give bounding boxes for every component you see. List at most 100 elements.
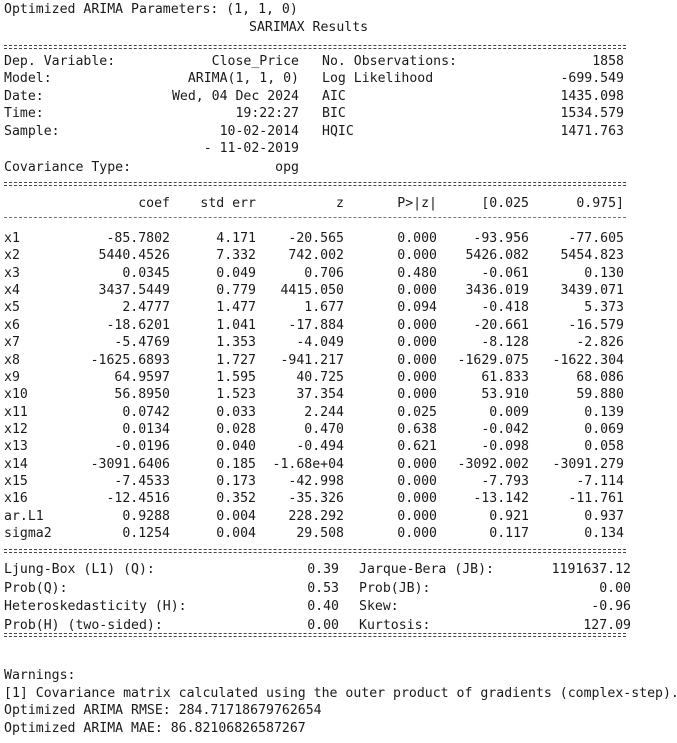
coef-z: 1.677 [304,300,344,316]
coef-var-name: x8 [4,352,20,368]
coef-stderr: 0.352 [216,491,256,507]
covariance-label: Covariance Type: [4,160,132,175]
diag-label-2: Kurtosis: [359,617,431,633]
coef-ci-upper: 5.373 [584,300,624,316]
coef-ci-lower: -13.142 [473,491,529,507]
coef-value: -1625.6893 [90,352,170,368]
coef-pvalue: 0.025 [397,404,437,420]
coef-ci-lower: 61.833 [481,369,529,385]
coef-pvalue: 0.000 [397,317,437,333]
coef-ci-upper: -77.605 [568,231,624,246]
coef-pvalue: 0.000 [397,526,437,541]
coef-row: x7 -5.4769 1.353 -4.049 0.000 -8.128 -2.826 [4,334,644,351]
coef-var-name: x9 [4,369,20,385]
bic-label: BIC [322,106,346,121]
coef-var-name: x15 [4,473,28,489]
coef-stderr: 0.173 [216,473,256,489]
diag-label: Prob(H) (two-sided): [4,617,163,633]
coef-ci-upper: 0.937 [584,508,624,524]
coef-row: x9 64.9597 1.595 40.725 0.000 61.833 68.086 [4,369,644,386]
coef-row: x11 0.0742 0.033 2.244 0.025 0.009 0.139 [4,404,644,421]
warning-text: [1] Covariance matrix calculated using t… [4,686,677,701]
coef-ci-lower: 0.921 [489,508,529,524]
coef-var-name: x3 [4,265,20,281]
coef-row: x10 56.8950 1.523 37.354 0.000 53.910 59.880 [4,386,644,403]
coef-value: 0.1254 [122,526,170,541]
coef-row: ar.L1 0.9288 0.004 228.292 0.000 0.921 0.937 [4,508,644,525]
coef-var-name: x11 [4,404,28,420]
separator [4,214,626,222]
coef-ci-lower: -0.042 [481,421,529,437]
coef-ci-lower: 5426.082 [465,248,529,264]
col-header-stderr: std err [200,196,256,211]
aic-value: 1435.098 [560,89,624,104]
coef-pvalue: 0.000 [397,352,437,368]
coef-value: 0.9288 [122,508,170,524]
coef-ci-upper: 0.069 [584,421,624,437]
coef-pvalue: 0.000 [397,335,437,351]
coef-var-name: ar.L1 [4,508,44,524]
coef-var-name: x1 [4,231,20,246]
model-label: Model: [4,71,52,86]
coef-pvalue: 0.000 [397,508,437,524]
coef-ci-lower: -93.956 [473,231,529,246]
coef-ci-upper: 68.086 [576,369,624,385]
time-value: 19:22:27 [235,106,299,121]
info-row: Dep. Variable: Close_Price No. Observati… [4,53,644,70]
coef-ci-upper: 0.130 [584,265,624,281]
coef-row: x4 3437.5449 0.779 4415.050 0.000 3436.019 343… [4,282,644,299]
coef-pvalue: 0.000 [397,369,437,385]
diagnostic-row: Heteroskedasticity (H): 0.40 Skew: -0.96 [4,598,644,615]
coef-stderr: 0.185 [216,456,256,472]
coef-ci-lower: -3092.002 [457,456,529,472]
coef-stderr: 0.004 [216,526,256,541]
diag-label: Prob(Q): [4,580,68,596]
coef-header-row: coef std err z P>|z| [0.025 0.975] [4,195,644,212]
diagnostic-row: Prob(H) (two-sided): 0.00 Kurtosis: 127.09 [4,617,644,634]
diag-value-2: 0.00 [599,580,631,596]
coef-z: -941.217 [280,352,344,368]
diag-value: 0.00 [307,617,339,633]
coef-ci-upper: -1622.304 [552,352,624,368]
coef-pvalue: 0.000 [397,491,437,507]
date-label: Date: [4,89,44,104]
sample-label: Sample: [4,124,60,139]
coef-stderr: 0.004 [216,508,256,524]
coef-z: 742.002 [288,248,344,264]
coef-value: -5.4769 [114,335,170,351]
coef-row: x2 5440.4526 7.332 742.002 0.000 5426.082 5454… [4,247,644,264]
dep-var-label: Dep. Variable: [4,54,116,69]
info-row: Time: 19:22:27 BIC 1534.579 [4,105,644,122]
coef-var-name: x12 [4,421,28,437]
hqic-value: 1471.763 [560,124,624,139]
info-row: Date: Wed, 04 Dec 2024 AIC 1435.098 [4,88,644,105]
coef-pvalue: 0.638 [397,421,437,437]
coef-z: 0.706 [304,265,344,281]
coef-ci-upper: -7.114 [576,473,624,489]
coef-stderr: 4.171 [216,231,256,246]
mae-line: Optimized ARIMA MAE: 86.82106826587267 [4,721,306,736]
coef-stderr: 1.353 [216,335,256,351]
date-value: Wed, 04 Dec 2024 [171,89,299,104]
diag-value: 0.53 [307,580,339,596]
coef-pvalue: 0.480 [397,265,437,281]
coef-z: -20.565 [288,231,344,246]
covariance-value: opg [275,160,299,175]
coef-ci-lower: -0.061 [481,265,529,281]
coef-ci-upper: 0.134 [584,526,624,541]
separator [4,547,626,555]
coef-pvalue: 0.000 [397,473,437,489]
coef-z: -4.049 [296,335,344,351]
coef-pvalue: 0.000 [397,283,437,299]
coef-var-name: x4 [4,283,20,299]
coef-ci-upper: -16.579 [568,317,624,333]
coef-value: 64.9597 [114,369,170,385]
coef-value: -85.7802 [106,231,170,246]
coef-ci-lower: 3436.019 [465,283,529,299]
warnings-title: Warnings: [4,668,76,683]
coef-value: 3437.5449 [98,283,170,299]
info-row: Model: ARIMA(1, 1, 0) Log Likelihood -69… [4,70,644,87]
coef-value: -18.6201 [106,317,170,333]
sample-end: - 11-02-2019 [203,141,299,156]
coef-var-name: x16 [4,491,28,507]
